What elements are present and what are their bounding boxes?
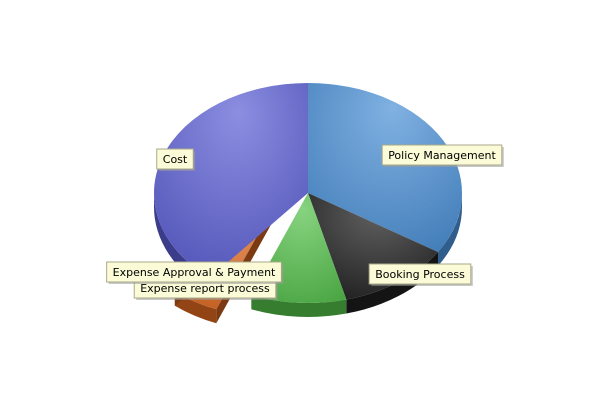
label-box bbox=[156, 148, 194, 170]
pie-side-1 bbox=[346, 251, 439, 314]
pie-slice-cost[interactable] bbox=[154, 83, 308, 278]
pie-side-0 bbox=[438, 193, 462, 266]
label-box bbox=[381, 144, 503, 166]
slice-label-text: Policy Management bbox=[388, 149, 496, 162]
slice-label-3: Expense Approval & Payment bbox=[106, 261, 284, 284]
slice-label-1: Booking Process bbox=[368, 263, 473, 286]
label-box bbox=[106, 261, 282, 283]
label-box bbox=[368, 263, 472, 285]
slice-label-text: Expense Approval & Payment bbox=[113, 266, 276, 279]
slice-label-text: Booking Process bbox=[375, 268, 465, 281]
slice-label-text: Expense report process bbox=[140, 282, 270, 295]
slice-label-4: Cost bbox=[156, 148, 196, 171]
pie-side-2 bbox=[251, 295, 347, 317]
pie-slice-policy-management[interactable] bbox=[308, 83, 462, 252]
pie-label-layer: Policy Management Booking Process Cost Expe… bbox=[106, 144, 504, 300]
slice-label-text: Cost bbox=[163, 153, 188, 166]
slice-label-0: Policy Management bbox=[381, 144, 504, 167]
